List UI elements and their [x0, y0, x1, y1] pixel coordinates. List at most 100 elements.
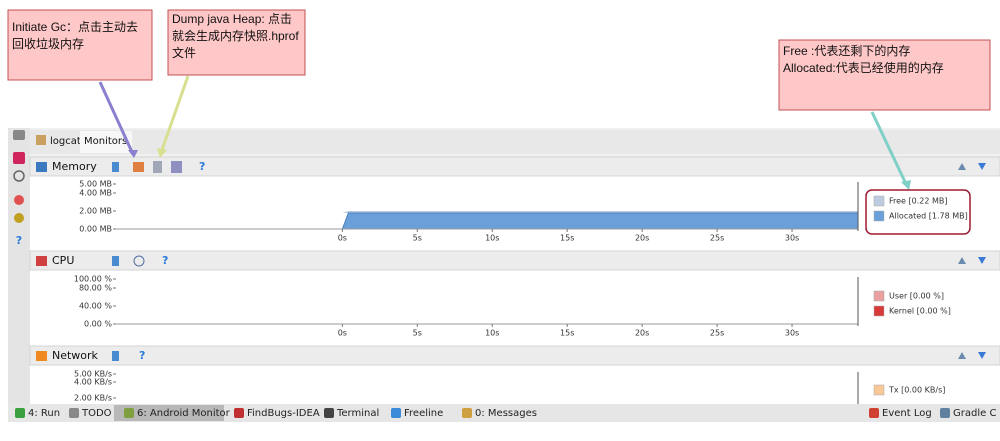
panel-icon [36, 162, 47, 172]
legend-swatch [873, 210, 885, 222]
legend-label: Kernel [0.00 %] [889, 307, 951, 316]
callout [167, 9, 306, 76]
arrow-head [157, 148, 167, 158]
tool-button[interactable]: 4: Run [28, 408, 60, 419]
scroll-up[interactable] [958, 163, 966, 170]
selected-tool [114, 405, 224, 421]
callout [7, 9, 153, 81]
y-tick-label: 4.00 KB/s [74, 378, 112, 387]
x-tick-label: 25s [710, 329, 724, 338]
tool-icon[interactable] [940, 408, 950, 418]
pause-button[interactable] [112, 256, 119, 266]
y-tick-label: 0.00 % [84, 320, 112, 329]
help-button[interactable]: ? [162, 254, 168, 267]
x-tick-label: 20s [635, 234, 649, 243]
tool-button[interactable]: FindBugs-IDEA [247, 408, 320, 419]
arrow-head [128, 150, 138, 158]
panel-body [30, 365, 1000, 404]
y-tick-label: 5.00 KB/s [74, 370, 112, 379]
tab-active [80, 131, 132, 153]
tool-icon[interactable] [324, 408, 334, 418]
legend-swatch [873, 290, 885, 302]
method-trace-button[interactable] [133, 255, 145, 267]
annotation-text: Allocated:代表已经使用的内存 [783, 60, 944, 75]
scroll-down[interactable] [978, 163, 986, 170]
arrow [98, 81, 134, 153]
annotation-text: Initiate Gc：点击主动去 [12, 20, 138, 34]
legend-swatch [873, 195, 885, 207]
panel-icon [36, 351, 47, 361]
annotation-text: 回收垃圾内存 [12, 36, 84, 51]
tool-icon[interactable] [234, 408, 244, 418]
scroll-down[interactable] [978, 352, 986, 359]
panel-header [29, 345, 1000, 366]
tab-bar [30, 130, 1000, 154]
arrow [870, 111, 908, 185]
scroll-up[interactable] [958, 352, 966, 359]
annotation-text: 文件 [172, 45, 196, 60]
x-tick-label: 10s [485, 329, 499, 338]
tool-icon[interactable] [69, 408, 79, 418]
panel-header [29, 156, 1000, 177]
annotation-text: 就会生成内存快照.hprof [172, 29, 299, 43]
tool-button[interactable]: Gradle C [953, 408, 996, 419]
record-icon[interactable] [13, 152, 25, 164]
tab[interactable]: Monitors [84, 136, 127, 147]
tool-button[interactable]: Terminal [336, 408, 379, 419]
tool-button[interactable]: TODO [81, 408, 112, 419]
y-tick-label: 100.00 % [74, 275, 113, 284]
y-tick-label: 2.00 KB/s [74, 394, 112, 403]
x-tick-label: 25s [710, 234, 724, 243]
help-button[interactable]: ? [199, 160, 205, 173]
x-tick-label: 15s [560, 329, 574, 338]
x-tick-label: 30s [785, 329, 799, 338]
alloc-button[interactable] [171, 161, 182, 173]
x-tick-label: 10s [485, 234, 499, 243]
stop-icon[interactable] [14, 195, 24, 205]
callout [778, 39, 991, 111]
highlight [865, 189, 971, 235]
legend-label: Allocated [1.78 MB] [889, 212, 968, 221]
tab[interactable]: logcat [50, 136, 81, 147]
y-tick-label: 40.00 % [79, 302, 112, 311]
panel-title: Memory [52, 160, 97, 173]
x-tick-label: 0s [338, 329, 347, 338]
tool-button[interactable]: 6: Android Monitor [137, 408, 231, 419]
x-tick-label: 5s [413, 234, 422, 243]
panel-body [30, 270, 1000, 346]
panel-title: CPU [52, 254, 74, 267]
tool-button[interactable]: Event Log [882, 408, 932, 419]
tool-icon[interactable] [869, 408, 879, 418]
legend-swatch [873, 384, 885, 396]
tool-button[interactable]: Freeline [404, 408, 443, 419]
tool-icon[interactable] [124, 408, 134, 418]
camera-icon[interactable] [13, 130, 25, 140]
search-icon[interactable] [13, 170, 25, 182]
arrow-head [901, 180, 911, 190]
tool-button[interactable]: 0: Messages [475, 408, 537, 419]
x-tick-label: 5s [413, 329, 422, 338]
dump-heap-button[interactable] [153, 161, 162, 173]
legend-label: Free [0.22 MB] [889, 197, 948, 206]
annotation-text: Free :代表还剩下的内存 [783, 43, 910, 58]
scroll-up[interactable] [958, 257, 966, 264]
tool-window-bar [8, 404, 1000, 422]
gear-icon[interactable] [14, 213, 24, 223]
tool-icon[interactable] [462, 408, 472, 418]
gc-button[interactable] [133, 162, 144, 172]
tool-icon[interactable] [15, 408, 25, 418]
tool-icon[interactable] [391, 408, 401, 418]
arrow [160, 75, 190, 151]
panel-title: Network [52, 349, 99, 362]
side-bar [8, 128, 30, 404]
pause-button[interactable] [112, 351, 119, 361]
legend-swatch [873, 305, 885, 317]
help-icon[interactable]: ? [16, 234, 22, 247]
x-tick-label: 30s [785, 234, 799, 243]
y-tick-label: 0.00 MB [79, 225, 112, 234]
scroll-down[interactable] [978, 257, 986, 264]
legend-label: Tx [0.00 KB/s] [888, 386, 945, 395]
help-button[interactable]: ? [139, 349, 145, 362]
pause-button[interactable] [112, 162, 119, 172]
